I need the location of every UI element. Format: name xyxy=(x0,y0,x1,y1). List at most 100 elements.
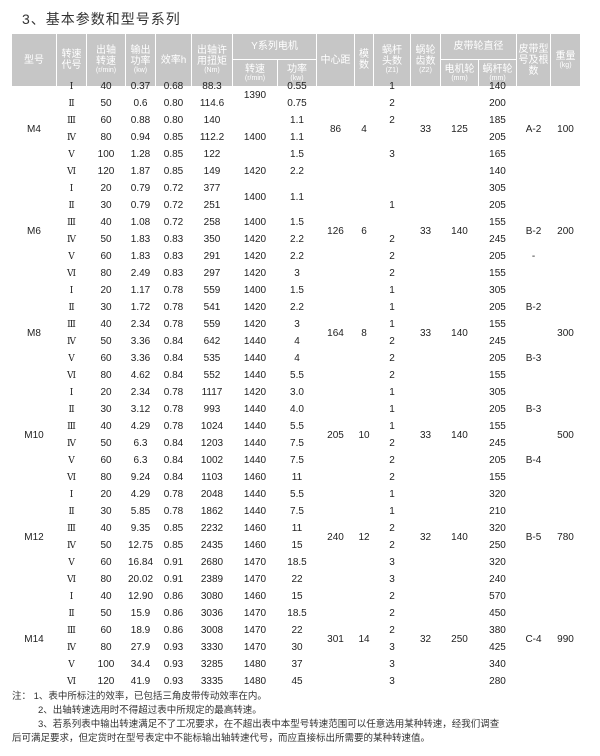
row-eff: 0.84 xyxy=(163,353,184,364)
row-worm-pulley: 205 xyxy=(489,302,506,313)
row-z1: 1 xyxy=(389,421,395,432)
group-belt: B-2 xyxy=(525,225,542,237)
row-z1: 1 xyxy=(389,404,395,415)
row-worm-pulley: 245 xyxy=(489,336,506,347)
row-z1: 2 xyxy=(389,268,395,279)
row-eff: 0.85 xyxy=(163,523,184,534)
row-motor-speed: 1440 xyxy=(243,455,267,466)
speed-code: Ⅱ xyxy=(68,506,75,516)
row-z1: 2 xyxy=(389,591,395,602)
speed-code: Ⅳ xyxy=(67,132,76,142)
row-motor-power: 18.5 xyxy=(287,608,307,619)
speed-code: Ⅰ xyxy=(69,183,74,193)
row-z1: 2 xyxy=(389,251,395,262)
row-z1: 2 xyxy=(389,353,395,364)
speed-code: Ⅵ xyxy=(66,268,77,278)
group-z2: 33 xyxy=(419,429,432,441)
row-speed: 120 xyxy=(97,166,115,177)
header-motor-speed-label: 转速 xyxy=(245,63,265,75)
row-z1: 2 xyxy=(389,234,395,245)
speed-code: Ⅱ xyxy=(68,608,75,618)
row-belt: - xyxy=(531,251,536,262)
row-power: 1.83 xyxy=(130,234,151,245)
group-z2: 33 xyxy=(419,123,432,135)
row-power: 4.29 xyxy=(130,421,151,432)
speed-code: Ⅴ xyxy=(68,659,75,669)
group-module: 14 xyxy=(358,633,370,645)
row-z1: 3 xyxy=(389,149,395,160)
row-power: 0.94 xyxy=(130,132,151,143)
note-1: 注： 1、表中所标注的效率，已包括三角皮带传动效率在内。 xyxy=(12,691,267,702)
row-motor-power: 11 xyxy=(291,523,303,534)
row-speed: 60 xyxy=(100,557,112,568)
speed-code: Ⅳ xyxy=(67,438,76,448)
row-worm-pulley: 205 xyxy=(489,353,506,364)
group-module: 12 xyxy=(358,531,370,543)
row-eff: 0.72 xyxy=(163,200,184,211)
row-motor-power: 1.1 xyxy=(290,191,304,203)
row-eff: 0.85 xyxy=(163,540,184,551)
speed-code: Ⅲ xyxy=(67,319,76,329)
row-speed: 80 xyxy=(100,268,112,279)
row-motor-power: 4 xyxy=(294,353,300,364)
row-torque: 122 xyxy=(203,149,221,160)
row-worm-pulley: 320 xyxy=(489,489,506,500)
row-eff: 0.68 xyxy=(163,81,184,92)
header-motor-power-unit: (kw) xyxy=(290,74,304,82)
row-speed: 40 xyxy=(100,319,112,330)
row-torque: 377 xyxy=(203,183,221,194)
speed-code: Ⅲ xyxy=(67,115,76,125)
row-power: 3.36 xyxy=(130,353,151,364)
row-power: 41.9 xyxy=(130,676,151,687)
row-speed: 50 xyxy=(100,438,112,449)
row-motor-power: 1.5 xyxy=(290,217,304,228)
row-worm-pulley: 165 xyxy=(489,149,506,160)
row-eff: 0.86 xyxy=(163,625,184,636)
row-power: 34.4 xyxy=(130,659,151,670)
row-speed: 40 xyxy=(100,421,112,432)
row-torque: 993 xyxy=(203,404,221,415)
row-motor-power: 7.5 xyxy=(290,455,304,466)
row-speed: 40 xyxy=(100,217,112,228)
note-3-cont: 后可满足要求，但定货时在型号表定中不能标输出轴转速代号，而应直接标出所需要的某种… xyxy=(12,733,431,744)
row-power: 2.34 xyxy=(130,387,151,398)
row-power: 1.17 xyxy=(130,285,151,296)
row-worm-pulley: 205 xyxy=(489,404,506,415)
row-worm-pulley: 155 xyxy=(489,421,506,432)
row-power: 4.62 xyxy=(130,370,151,381)
row-z1: 2 xyxy=(389,438,395,449)
row-motor-speed: 1440 xyxy=(243,421,267,432)
header-power: 输出功率 (kw) xyxy=(126,34,155,86)
row-power: 9.24 xyxy=(130,472,151,483)
row-eff: 0.78 xyxy=(163,302,184,313)
header-worm-pulley: 蜗杆轮 (mm) xyxy=(479,60,516,86)
row-power: 5.85 xyxy=(130,506,151,517)
group-weight: 100 xyxy=(557,123,574,135)
note-3: 3、若系列表中输出转速满足不了工况要求，在不超出表中本型号转速范围可以任意选用某… xyxy=(38,719,500,730)
group-belt: C-4 xyxy=(525,633,542,645)
row-speed: 20 xyxy=(100,285,112,296)
group-weight: 990 xyxy=(557,633,574,645)
row-motor-power: 7.5 xyxy=(290,506,304,517)
row-motor-power: 2.2 xyxy=(290,166,304,177)
row-motor-power: 2.2 xyxy=(290,302,304,313)
row-z1: 1 xyxy=(389,285,395,296)
header-motor: Y系列电机 xyxy=(233,34,316,59)
speed-code: Ⅰ xyxy=(69,81,74,91)
row-motor-power: 2.2 xyxy=(290,234,304,245)
header-out-speed-label: 出轴转速 xyxy=(96,45,116,67)
row-speed: 50 xyxy=(100,608,112,619)
speed-code: Ⅵ xyxy=(66,166,77,176)
row-worm-pulley: 205 xyxy=(489,455,506,466)
row-worm-pulley: 200 xyxy=(489,98,506,109)
row-motor-speed: 1470 xyxy=(243,574,267,585)
row-motor-speed: 1420 xyxy=(243,387,267,398)
row-power: 6.3 xyxy=(133,438,148,449)
speed-code: Ⅴ xyxy=(68,353,75,363)
row-power: 27.9 xyxy=(130,642,151,653)
header-power-label: 输出功率 xyxy=(130,45,151,67)
row-worm-pulley: 320 xyxy=(489,557,506,568)
row-z1: 1 xyxy=(389,200,395,211)
row-motor-power: 22 xyxy=(291,574,303,585)
row-motor-power: 15 xyxy=(291,591,303,602)
